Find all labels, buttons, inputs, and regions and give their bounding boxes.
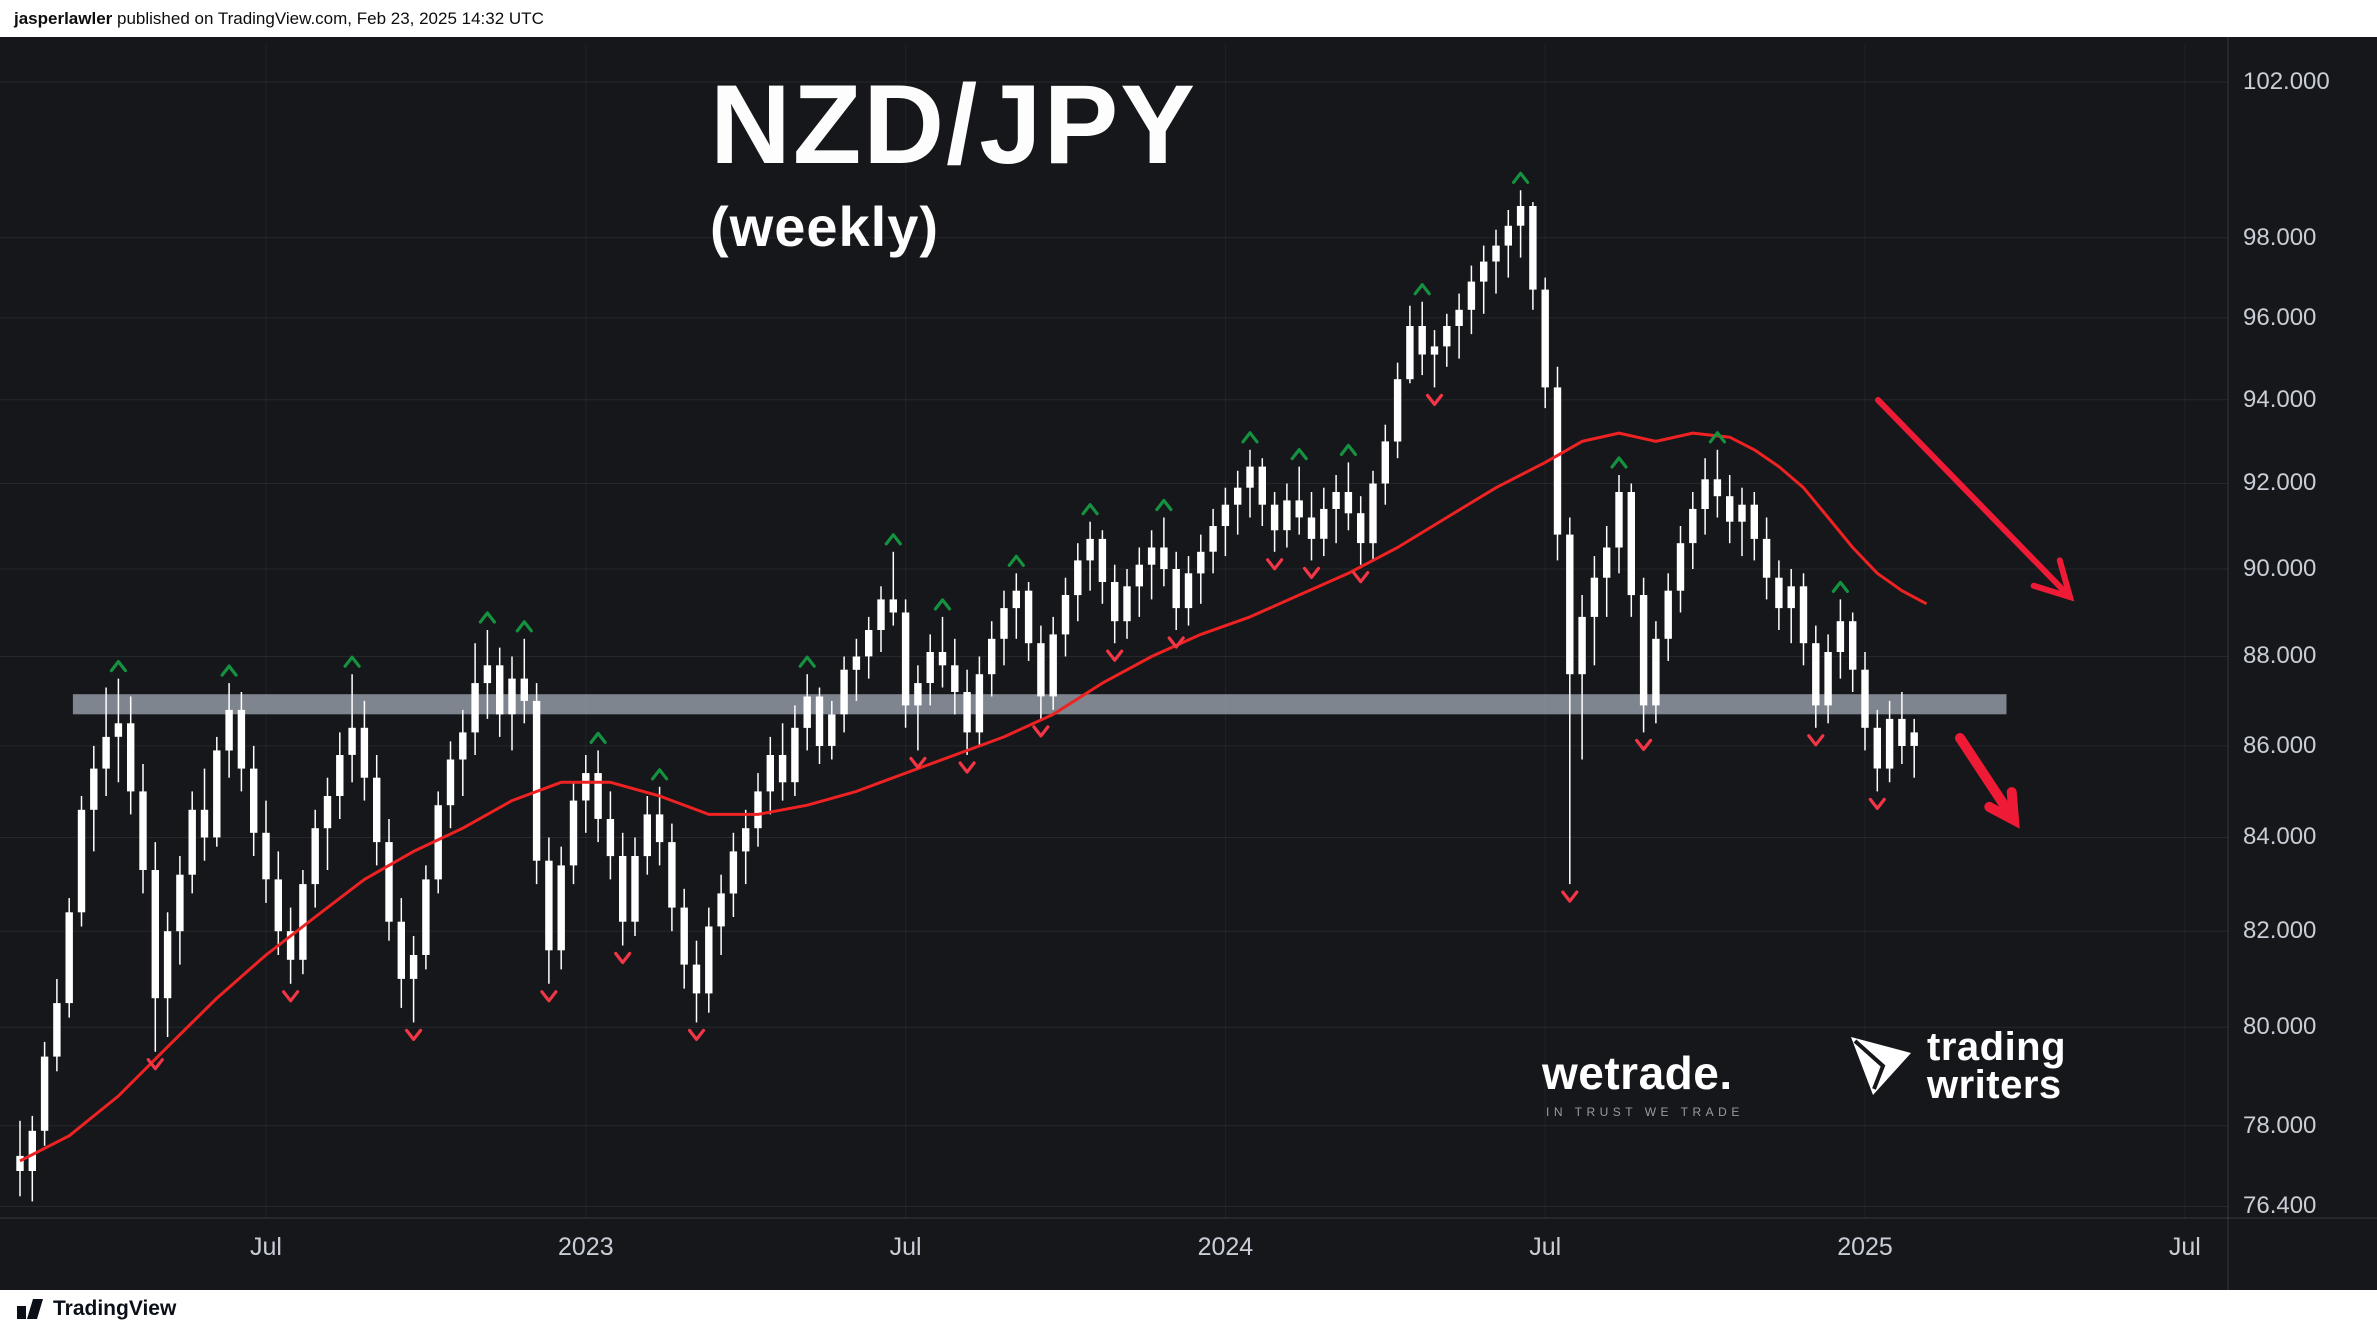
wetrade-watermark: wetrade. IN TRUST WE TRADE: [1542, 1046, 1744, 1119]
time-axis-label: 2025: [1837, 1233, 1893, 1261]
fractal-down-icon: [1266, 558, 1284, 571]
price-axis-label: 86.000: [2243, 731, 2317, 759]
fractal-down-icon: [687, 1028, 706, 1041]
fractal-down-icon: [282, 990, 300, 1003]
fractal-down-icon: [405, 1028, 423, 1041]
fractal-down-icon: [1352, 571, 1370, 584]
fractal-down-icon: [614, 951, 632, 965]
price-axis-label: 94.000: [2243, 385, 2317, 413]
fractal-down-icon: [1807, 734, 1825, 747]
fractal-up-icon: [798, 655, 816, 668]
fractal-up-icon: [1413, 283, 1431, 296]
fractal-down-icon: [909, 756, 927, 769]
fractal-down-icon: [1561, 890, 1579, 903]
fractal-up-icon: [220, 664, 238, 677]
price-axis-label: 80.000: [2243, 1013, 2317, 1041]
time-axis-label: Jul: [1529, 1233, 1562, 1261]
fractal-up-icon: [109, 660, 127, 673]
candlestick-series: [16, 190, 1918, 1202]
fractal-up-icon: [1241, 431, 1259, 444]
fractal-down-icon: [1635, 738, 1653, 751]
tradingwriters-watermark: trading writers: [1849, 1025, 2067, 1107]
fractal-up-icon: [1007, 554, 1025, 567]
fractal-down-icon: [1106, 649, 1124, 662]
price-axis-label: 82.000: [2243, 917, 2317, 945]
annotation-arrow: [1875, 397, 2075, 602]
time-axis-label: 2024: [1197, 1233, 1254, 1261]
tradingwriters-line2: writers: [1927, 1063, 2062, 1107]
fractal-up-icon: [1831, 580, 1849, 593]
fractal-up-icon: [515, 620, 533, 633]
fractal-down-icon: [1868, 797, 1886, 810]
wetrade-wordmark: wetrade.: [1542, 1047, 1733, 1099]
price-axis-label: 102.000: [2243, 68, 2330, 95]
fractal-down-icon: [958, 761, 976, 774]
fractal-up-icon: [478, 611, 496, 624]
fractal-up-icon: [1081, 503, 1099, 516]
fractal-down-icon: [1302, 566, 1321, 579]
fractal-up-icon: [589, 731, 607, 744]
fractal-down-icon: [1032, 725, 1050, 738]
footer: TradingView: [0, 1290, 2377, 1327]
timeframe-subtitle: (weekly): [710, 194, 939, 258]
publish-info: published on TradingView.com, Feb 23, 20…: [112, 8, 544, 28]
price-axis-label: 88.000: [2243, 642, 2317, 670]
fractal-down-icon: [146, 1058, 164, 1071]
fractal-down-icon: [1167, 636, 1185, 649]
annotation-arrow: [1955, 733, 2020, 829]
price-axis-label: 76.400: [2243, 1192, 2317, 1220]
tradingwriters-wordmark: trading writers: [1927, 1025, 2067, 1107]
fractal-up-icon: [1339, 443, 1357, 456]
time-axis-label: Jul: [250, 1233, 282, 1261]
fractal-up-icon: [651, 768, 669, 781]
price-axis-label: 92.000: [2243, 469, 2317, 497]
price-axis-label: 96.000: [2243, 303, 2317, 331]
fractal-up-icon: [1610, 456, 1628, 469]
fractal-up-icon: [933, 598, 952, 611]
chart-background[interactable]: [0, 37, 2377, 1290]
symbol-title: NZD/JPY: [710, 62, 1197, 187]
time-axis-label: Jul: [2168, 1233, 2201, 1261]
chart-title-block: NZD/JPY (weekly): [710, 66, 1197, 259]
fractal-up-icon: [1708, 431, 1726, 444]
wetrade-tagline: IN TRUST WE TRADE: [1546, 1105, 1744, 1119]
fractal-down-icon: [540, 990, 558, 1003]
fractal-up-icon: [884, 533, 902, 546]
price-axis-label: 78.000: [2243, 1111, 2317, 1139]
support-zone: [72, 694, 2007, 715]
fractal-up-icon: [343, 655, 361, 668]
fractal-up-icon: [1155, 498, 1173, 512]
fractal-markers: [109, 171, 1886, 1071]
publisher-name: jasperlawler: [14, 8, 113, 28]
price-axis-label: 90.000: [2243, 555, 2317, 582]
fractal-up-icon: [1512, 171, 1530, 184]
tradingwriters-line1: trading: [1927, 1025, 2067, 1069]
fractal-down-icon: [1425, 393, 1444, 406]
tradingview-logo-icon[interactable]: [16, 1298, 44, 1320]
tradingview-brand[interactable]: TradingView: [53, 1296, 177, 1320]
time-axis-label: Jul: [889, 1233, 922, 1261]
price-axis-label: 84.000: [2243, 823, 2317, 851]
price-axis-label: 98.000: [2243, 223, 2317, 251]
time-axis-label: 2023: [557, 1233, 614, 1261]
tradingwriters-logo-icon: [1851, 1037, 1911, 1095]
moving-average-line: [19, 431, 1928, 1163]
attribution-bar: jasperlawler published on TradingView.co…: [0, 0, 2377, 37]
fractal-up-icon: [1290, 448, 1308, 461]
